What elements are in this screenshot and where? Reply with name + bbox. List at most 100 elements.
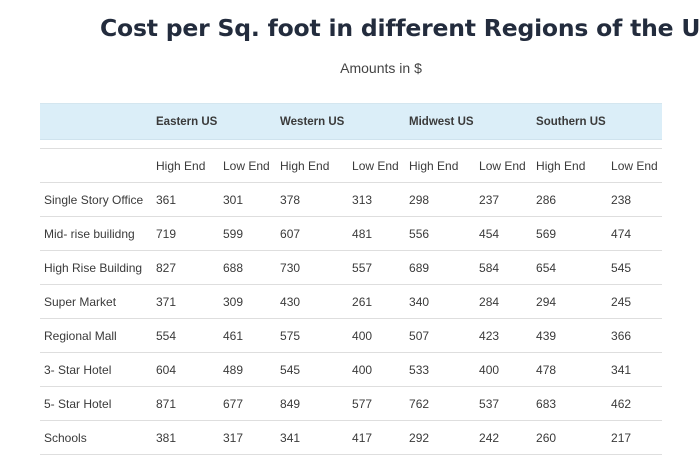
table-cell: 245 [607,284,663,319]
table-cell: 260 [532,420,608,455]
table-cell: 430 [276,284,349,319]
table-cell: 341 [607,352,663,387]
sub-header-cell: Low End [348,148,406,183]
table-cell: 575 [276,318,349,353]
table-cell: 400 [348,318,406,353]
row-label: Super Market [40,284,152,319]
table-cell: 400 [348,352,406,387]
table-cell: 298 [405,182,476,217]
table-cell: 400 [475,352,533,387]
region-header-southern: Southern US [532,103,663,140]
table-cell: 423 [475,318,533,353]
sub-header-cell: Low End [475,148,533,183]
table-cell: 478 [532,352,608,387]
table-row: 3- Star Hotel 604 489 545 400 533 400 47… [40,352,663,387]
table-cell: 286 [532,182,608,217]
table-cell: 569 [532,216,608,251]
sub-header-cell: High End [152,148,219,183]
table-cell: 604 [152,352,219,387]
table-cell: 371 [152,284,219,319]
table-cell: 301 [219,182,277,217]
table-cell: 688 [219,250,277,285]
table-cell: 584 [475,250,533,285]
table-cell: 557 [348,250,406,285]
sub-header-cell: Low End [607,148,663,183]
page-subtitle: Amounts in $ [340,60,422,76]
table-cell: 683 [532,386,608,421]
sub-header-cell: High End [276,148,349,183]
table-row: Schools 381 317 341 417 292 242 260 217 [40,420,663,455]
table-cell: 317 [219,420,277,455]
table-cell: 677 [219,386,277,421]
row-label: High Rise Building [40,250,152,285]
table-row: Regional Mall 554 461 575 400 507 423 43… [40,318,663,353]
row-label: Single Story Office [40,182,152,217]
table-cell: 378 [276,182,349,217]
table-cell: 545 [276,352,349,387]
page-title: Cost per Sq. foot in different Regions o… [100,14,700,42]
table-cell: 507 [405,318,476,353]
table-cell: 481 [348,216,406,251]
table-cell: 237 [475,182,533,217]
table-cell: 361 [152,182,219,217]
table-cell: 313 [348,182,406,217]
sub-header-cell: High End [532,148,608,183]
region-header-eastern: Eastern US [152,103,277,140]
table-cell: 554 [152,318,219,353]
region-header-western: Western US [276,103,406,140]
table-cell: 556 [405,216,476,251]
table-cell: 533 [405,352,476,387]
sub-header-cell: High End [405,148,476,183]
table-row: 5- Star Hotel 871 677 849 577 762 537 68… [40,386,663,421]
row-label: 3- Star Hotel [40,352,152,387]
table-cell: 599 [219,216,277,251]
row-label: Schools [40,420,152,455]
table-cell: 341 [276,420,349,455]
table-cell: 719 [152,216,219,251]
table-row: Mid- rise builidng 719 599 607 481 556 4… [40,216,663,251]
table-cell: 871 [152,386,219,421]
sub-header-cell: Low End [219,148,277,183]
row-label: Mid- rise builidng [40,216,152,251]
table-cell: 474 [607,216,663,251]
table-cell: 242 [475,420,533,455]
sub-header-empty [40,148,152,183]
table-cell: 730 [276,250,349,285]
table-cell: 489 [219,352,277,387]
region-header-empty [40,103,152,140]
table-cell: 340 [405,284,476,319]
table-cell: 545 [607,250,663,285]
row-label: Regional Mall [40,318,152,353]
table-cell: 238 [607,182,663,217]
table-cell: 309 [219,284,277,319]
cost-table: Eastern US Western US Midwest US Souther… [40,103,663,455]
table-cell: 439 [532,318,608,353]
table-cell: 607 [276,216,349,251]
table-cell: 654 [532,250,608,285]
table-cell: 827 [152,250,219,285]
table-cell: 689 [405,250,476,285]
header-spacer [40,140,662,149]
sub-header-row: High End Low End High End Low End High E… [40,148,663,183]
table-cell: 294 [532,284,608,319]
table-cell: 849 [276,386,349,421]
region-header-row: Eastern US Western US Midwest US Souther… [40,103,663,140]
table-row: High Rise Building 827 688 730 557 689 5… [40,250,663,285]
table-cell: 381 [152,420,219,455]
table-cell: 284 [475,284,533,319]
table-row: Single Story Office 361 301 378 313 298 … [40,182,663,217]
table-cell: 292 [405,420,476,455]
table-row: Super Market 371 309 430 261 340 284 294… [40,284,663,319]
table-cell: 417 [348,420,406,455]
region-header-midwest: Midwest US [405,103,533,140]
table-cell: 461 [219,318,277,353]
row-label: 5- Star Hotel [40,386,152,421]
table-cell: 762 [405,386,476,421]
table-cell: 577 [348,386,406,421]
table-cell: 261 [348,284,406,319]
table-cell: 454 [475,216,533,251]
table-cell: 462 [607,386,663,421]
table-cell: 217 [607,420,663,455]
table-cell: 537 [475,386,533,421]
table-cell: 366 [607,318,663,353]
